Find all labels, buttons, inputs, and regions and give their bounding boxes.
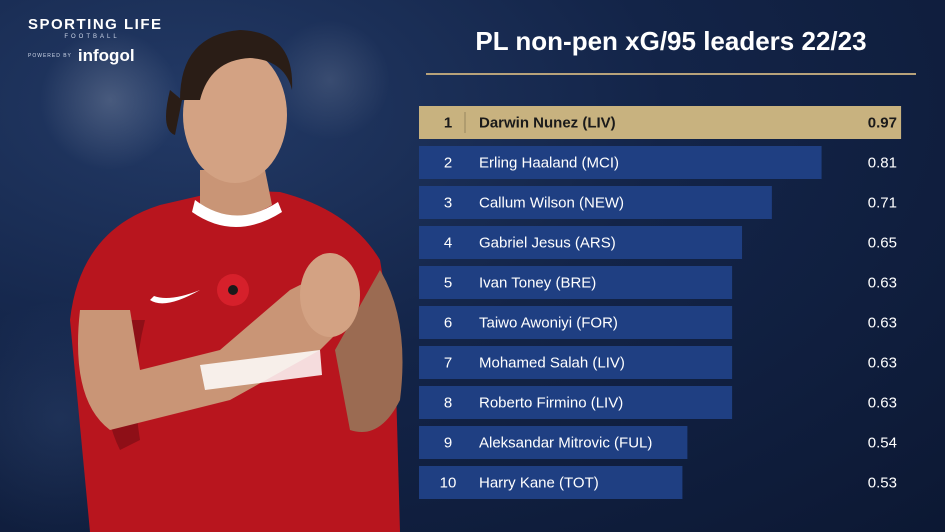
bar [419, 146, 822, 179]
rank-label: 4 [444, 235, 452, 252]
rank-label: 5 [444, 275, 452, 292]
rank-label: 6 [444, 315, 452, 332]
sporting-life-logo: SPORTING LIFE FOOTBALL POWERED BY infogo… [28, 16, 168, 66]
value-label: 0.71 [868, 195, 897, 212]
player-label: Gabriel Jesus (ARS) [479, 235, 616, 252]
player-label: Mohamed Salah (LIV) [479, 355, 625, 372]
value-label: 0.97 [868, 115, 897, 132]
rank-label: 8 [444, 395, 452, 412]
value-label: 0.63 [868, 275, 897, 292]
value-label: 0.65 [868, 235, 897, 252]
title-divider [426, 73, 916, 75]
bar [419, 426, 688, 459]
player-label: Harry Kane (TOT) [479, 475, 599, 492]
player-label: Callum Wilson (NEW) [479, 195, 624, 212]
player-label: Roberto Firmino (LIV) [479, 395, 623, 412]
bar-row: 4 Gabriel Jesus (ARS) 0.65 [419, 226, 897, 259]
value-label: 0.81 [868, 155, 897, 172]
bar-row: 9 Aleksandar Mitrovic (FUL) 0.54 [419, 426, 897, 459]
bar [419, 106, 902, 139]
player-photo [70, 30, 403, 532]
infogol-logo: infogol [77, 46, 135, 65]
player-label: Erling Haaland (MCI) [479, 155, 619, 172]
bar [419, 306, 733, 339]
bar-row: 8 Roberto Firmino (LIV) 0.63 [419, 386, 897, 419]
rank-label: 7 [444, 355, 452, 372]
rank-label: 1 [444, 115, 452, 132]
bar-row: 1 Darwin Nunez (LIV) 0.97 [419, 106, 902, 139]
powered-by-label: POWERED BY [28, 53, 72, 59]
value-label: 0.53 [868, 475, 897, 492]
player-label: Aleksandar Mitrovic (FUL) [479, 435, 652, 452]
rank-label: 9 [444, 435, 452, 452]
bar [419, 386, 733, 419]
bar-row: 5 Ivan Toney (BRE) 0.63 [419, 266, 897, 299]
bar [419, 466, 683, 499]
bar-row: 3 Callum Wilson (NEW) 0.71 [419, 186, 897, 219]
brand-title: SPORTING LIFE [28, 16, 163, 33]
rank-label: 2 [444, 155, 452, 172]
bar [419, 186, 772, 219]
value-label: 0.54 [868, 435, 897, 452]
bar [419, 346, 733, 379]
value-label: 0.63 [868, 395, 897, 412]
bar-row: 10 Harry Kane (TOT) 0.53 [419, 466, 897, 499]
player-label: Darwin Nunez (LIV) [479, 115, 616, 132]
brand-subtitle: FOOTBALL [64, 34, 120, 40]
rank-label: 10 [440, 475, 457, 492]
bar-row: 6 Taiwo Awoniyi (FOR) 0.63 [419, 306, 897, 339]
chart-title: PL non-pen xG/95 leaders 22/23 [475, 26, 867, 56]
bar [419, 266, 733, 299]
value-label: 0.63 [868, 315, 897, 332]
bar-row: 7 Mohamed Salah (LIV) 0.63 [419, 346, 897, 379]
rank-label: 3 [444, 195, 452, 212]
bar [419, 226, 743, 259]
value-label: 0.63 [868, 355, 897, 372]
player-label: Ivan Toney (BRE) [479, 275, 596, 292]
player-label: Taiwo Awoniyi (FOR) [479, 315, 618, 332]
bar-row: 2 Erling Haaland (MCI) 0.81 [419, 146, 897, 179]
